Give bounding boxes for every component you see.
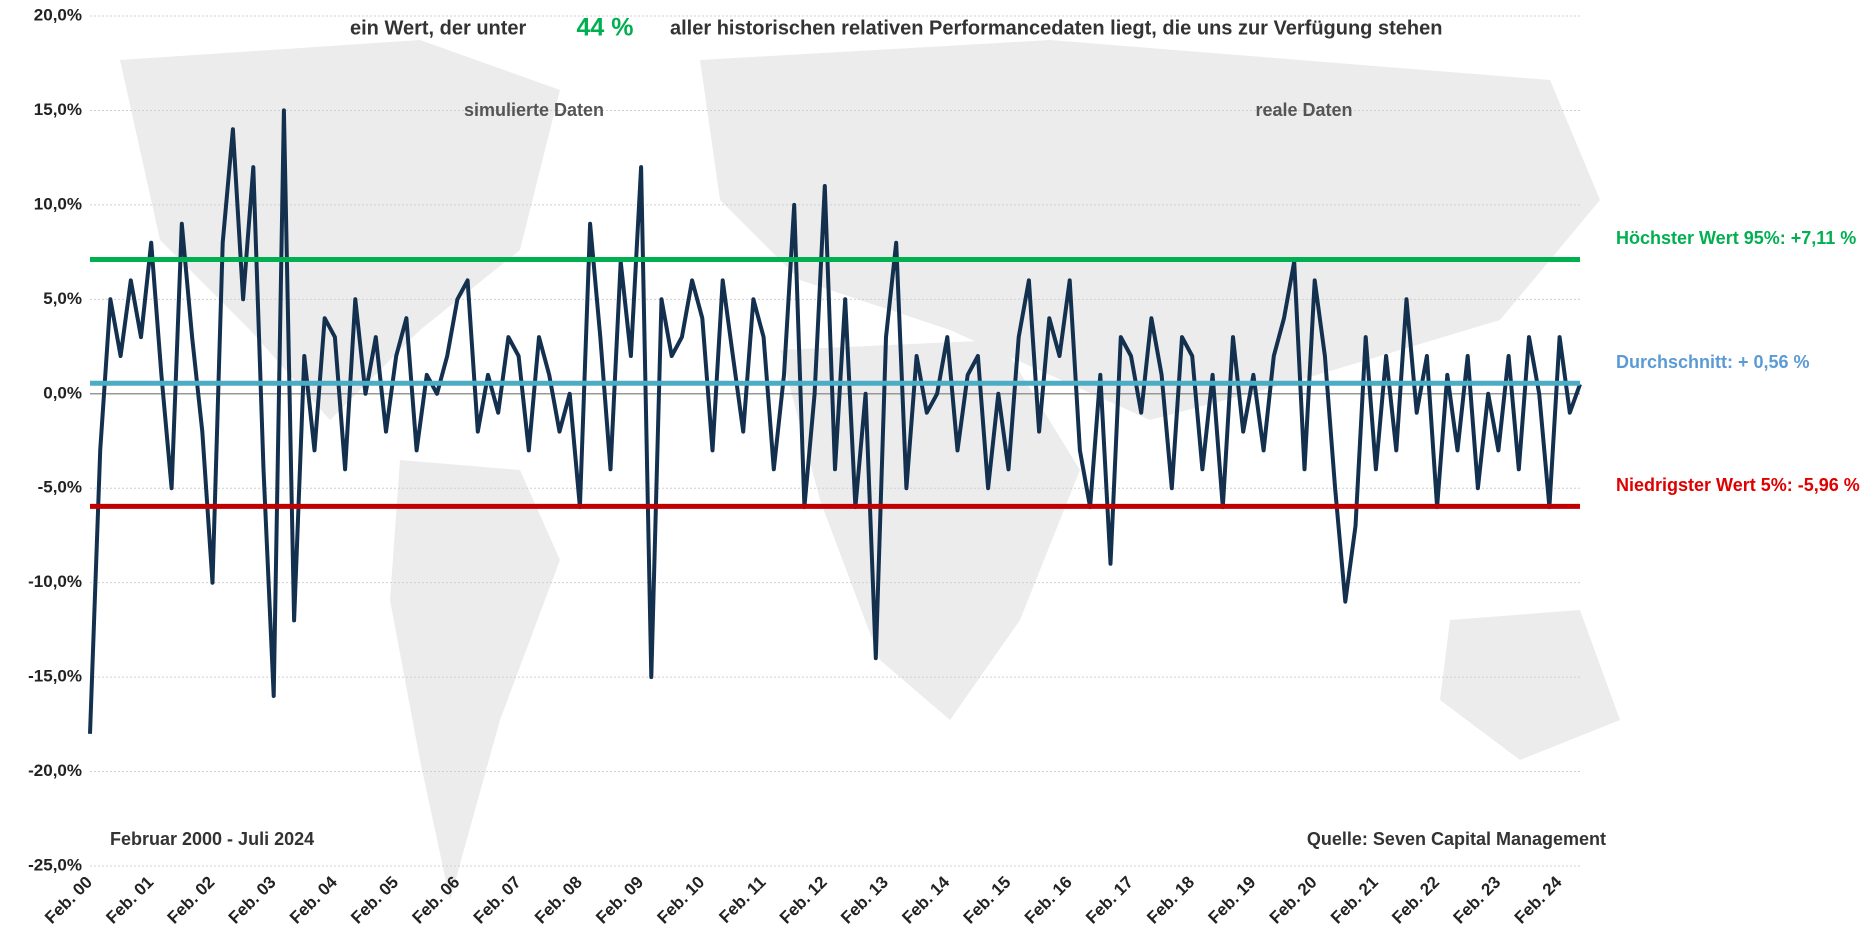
x-tick-label: Feb. 02 bbox=[164, 873, 219, 928]
annotation: Februar 2000 - Juli 2024 bbox=[110, 829, 314, 849]
x-tick-label: Feb. 11 bbox=[715, 873, 769, 927]
reference-label: Niedrigster Wert 5%: -5,96 % bbox=[1616, 475, 1860, 495]
x-tick-label: Feb. 04 bbox=[286, 872, 341, 927]
reference-label: Durchschnitt: + 0,56 % bbox=[1616, 352, 1810, 372]
x-tick-label: Feb. 08 bbox=[531, 873, 586, 928]
annotation: simulierte Daten bbox=[464, 100, 604, 120]
y-tick-label: 15,0% bbox=[34, 100, 82, 119]
y-tick-label: -25,0% bbox=[28, 855, 82, 874]
x-tick-label: Feb. 13 bbox=[837, 873, 892, 928]
y-tick-label: 10,0% bbox=[34, 194, 82, 213]
x-tick-label: Feb. 17 bbox=[1082, 873, 1137, 928]
x-tick-label: Feb. 23 bbox=[1449, 873, 1504, 928]
x-tick-label: Feb. 12 bbox=[776, 873, 831, 928]
x-tick-label: Feb. 03 bbox=[225, 873, 280, 928]
title-highlight: 44 % bbox=[577, 14, 634, 42]
x-tick-label: Feb. 21 bbox=[1327, 873, 1382, 928]
x-tick-label: Feb. 24 bbox=[1511, 872, 1566, 927]
y-tick-label: -15,0% bbox=[28, 667, 82, 686]
y-tick-label: 5,0% bbox=[43, 289, 82, 308]
title-part: aller historischen relativen Performance… bbox=[670, 17, 1442, 39]
y-tick-label: -10,0% bbox=[28, 572, 82, 591]
y-tick-label: 20,0% bbox=[34, 5, 82, 24]
x-tick-label: Feb. 16 bbox=[1021, 873, 1076, 928]
x-tick-label: Feb. 06 bbox=[409, 873, 464, 928]
x-tick-label: Feb. 18 bbox=[1143, 873, 1198, 928]
x-tick-label: Feb. 19 bbox=[1205, 873, 1260, 928]
reference-label: Höchster Wert 95%: +7,11 % bbox=[1616, 228, 1856, 248]
x-tick-label: Feb. 20 bbox=[1266, 873, 1321, 928]
x-tick-label: Feb. 15 bbox=[960, 873, 1015, 928]
annotation: Quelle: Seven Capital Management bbox=[1307, 829, 1606, 849]
x-tick-label: Feb. 10 bbox=[653, 873, 708, 928]
x-tick-label: Feb. 00 bbox=[41, 873, 96, 928]
x-tick-label: Feb. 09 bbox=[592, 873, 647, 928]
x-tick-label: Feb. 14 bbox=[898, 872, 953, 927]
y-tick-label: 0,0% bbox=[43, 383, 82, 402]
annotation: reale Daten bbox=[1255, 100, 1352, 120]
x-tick-label: Feb. 07 bbox=[470, 873, 525, 928]
title-part: ein Wert, der unter bbox=[350, 17, 527, 39]
x-tick-label: Feb. 22 bbox=[1388, 873, 1443, 928]
y-tick-label: -20,0% bbox=[28, 761, 82, 780]
x-tick-label: Feb. 05 bbox=[347, 873, 402, 928]
x-tick-label: Feb. 01 bbox=[102, 873, 157, 928]
y-tick-label: -5,0% bbox=[38, 478, 82, 497]
